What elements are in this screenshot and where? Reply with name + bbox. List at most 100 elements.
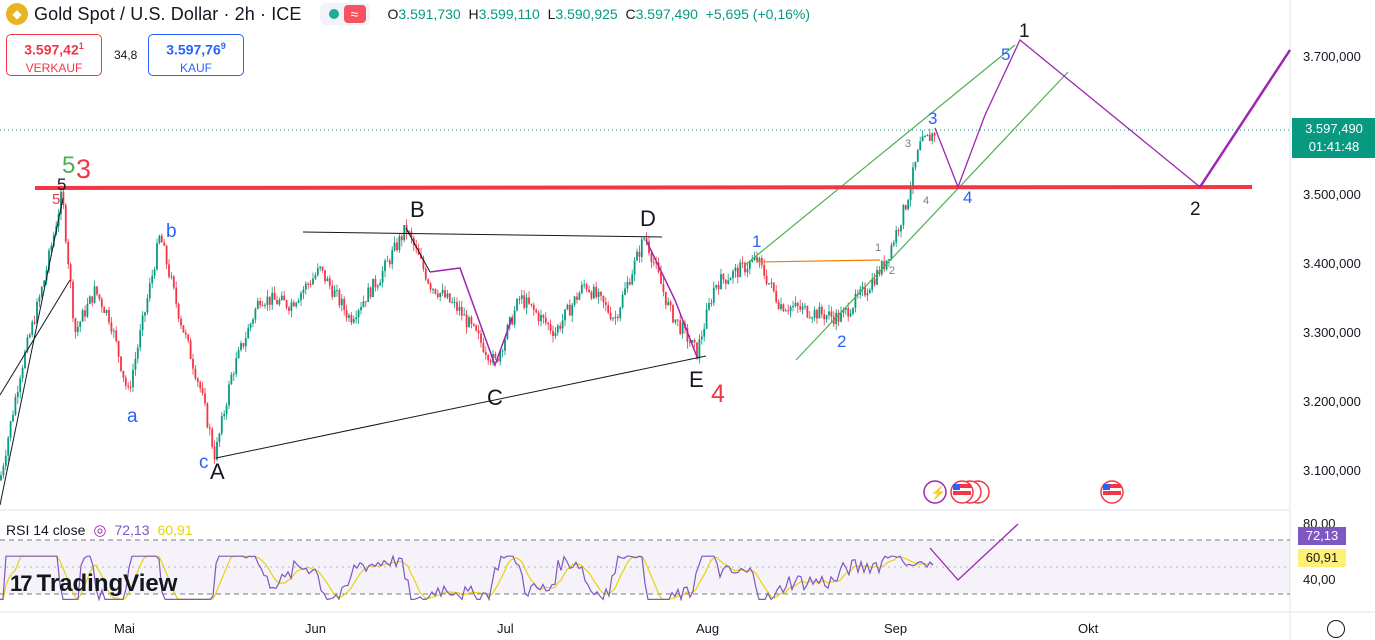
buy-button[interactable]: 3.597,769 KAUF: [148, 34, 244, 76]
candle-body: [921, 136, 924, 142]
rsi-settings-icon[interactable]: ◎: [93, 522, 107, 539]
candle-body: [338, 290, 341, 306]
candle-body: [271, 292, 274, 305]
candle-body: [758, 258, 761, 262]
candle-body: [698, 339, 701, 359]
candle-body: [252, 319, 254, 324]
candle-body: [446, 293, 449, 298]
wave-label-black-2: 2: [1190, 199, 1201, 220]
candle-body: [153, 269, 156, 276]
candle-body: [703, 328, 706, 337]
candle-body: [91, 296, 94, 303]
candle-body: [744, 262, 746, 273]
wave-label-black-5: 5: [57, 175, 66, 194]
candle-body: [36, 301, 38, 324]
candle-body: [768, 283, 770, 285]
candle-body: [746, 268, 749, 273]
chart-header: ◆ Gold Spot / U.S. Dollar · 2h · ICE ≈ O…: [0, 0, 1000, 28]
candle-body: [777, 301, 780, 309]
candle-body: [292, 302, 295, 307]
candle-body: [700, 336, 703, 340]
candle-body: [187, 334, 190, 341]
candle-body: [876, 269, 878, 285]
tradingview-logo[interactable]: 17 TradingView: [10, 570, 178, 597]
sell-button[interactable]: 3.597,421 VERKAUF: [6, 34, 102, 76]
wave-label-blue-5: 5: [1001, 45, 1010, 64]
wave-icon[interactable]: ≈: [343, 5, 366, 23]
candles-group: [0, 128, 936, 482]
wave-label-red-3: 3: [76, 154, 91, 184]
candle-body: [705, 309, 708, 329]
candle-body: [50, 245, 53, 251]
wave-label-green-5: 5: [62, 152, 75, 179]
candle-body: [508, 317, 511, 325]
candle-body: [300, 293, 302, 301]
candle-body: [674, 319, 677, 323]
candle-body: [362, 301, 365, 307]
candle-body: [739, 262, 742, 278]
rsi-legend[interactable]: RSI 14 close ◎ 72,13 60,91: [6, 521, 193, 539]
candle-body: [290, 302, 293, 311]
candle-body: [26, 337, 29, 352]
candle-body: [463, 314, 466, 316]
candle-body: [897, 229, 900, 232]
symbol-title[interactable]: Gold Spot / U.S. Dollar · 2h · ICE: [34, 3, 302, 24]
candle-body: [470, 317, 473, 324]
candle-body: [688, 341, 691, 343]
candle-body: [931, 133, 934, 141]
candle-body: [403, 225, 406, 241]
candle-body: [379, 282, 382, 286]
candle-body: [324, 270, 326, 282]
candle-body: [410, 231, 413, 238]
candle-body: [715, 285, 718, 288]
candle-body: [904, 205, 907, 210]
settings-gear-icon[interactable]: [1327, 620, 1345, 638]
candle-body: [122, 370, 125, 378]
candle-body: [235, 358, 238, 374]
candle-body: [208, 427, 211, 429]
candle-body: [381, 271, 384, 283]
candle-body: [295, 302, 298, 307]
candle-body: [110, 322, 113, 332]
wave-1-2-range-line: [756, 259, 881, 263]
candle-body: [124, 377, 127, 386]
candle-body: [883, 261, 886, 270]
candle-body: [28, 334, 31, 338]
candle-body: [734, 267, 737, 272]
candle-body: [0, 475, 2, 481]
candle-body: [369, 287, 372, 298]
candle-body: [386, 260, 389, 262]
candle-body: [74, 318, 77, 333]
market-status-pill[interactable]: ≈: [319, 3, 370, 25]
month-tick: Jul: [497, 621, 514, 636]
candle-body: [626, 282, 629, 289]
candle-body: [717, 285, 720, 290]
candle-body: [460, 306, 463, 316]
wave-label-grey-1: 1: [875, 242, 881, 254]
candle-body: [736, 267, 739, 278]
candle-body: [230, 374, 233, 385]
candle-body: [640, 239, 643, 257]
candle-body: [307, 283, 310, 285]
resistance-line: [34, 185, 1253, 190]
candle-body: [348, 315, 350, 318]
wave-label-A: A: [210, 459, 225, 484]
candle-body: [609, 312, 612, 320]
candle-body: [566, 304, 569, 310]
candle-body: [264, 304, 266, 306]
candle-body: [441, 290, 444, 293]
wave-label-E: E: [689, 367, 704, 392]
candle-body: [907, 199, 910, 210]
candle-body: [249, 323, 252, 328]
candle-body: [278, 299, 281, 305]
candle-body: [333, 290, 336, 297]
candle-body: [67, 241, 70, 265]
candle-body: [799, 306, 802, 310]
candle-body: [540, 315, 542, 322]
candle-body: [196, 378, 199, 382]
wave-label-black-1: 1: [1019, 21, 1030, 42]
flag-stripe: [953, 484, 971, 488]
candle-body: [710, 302, 713, 304]
candle-body: [679, 320, 682, 334]
